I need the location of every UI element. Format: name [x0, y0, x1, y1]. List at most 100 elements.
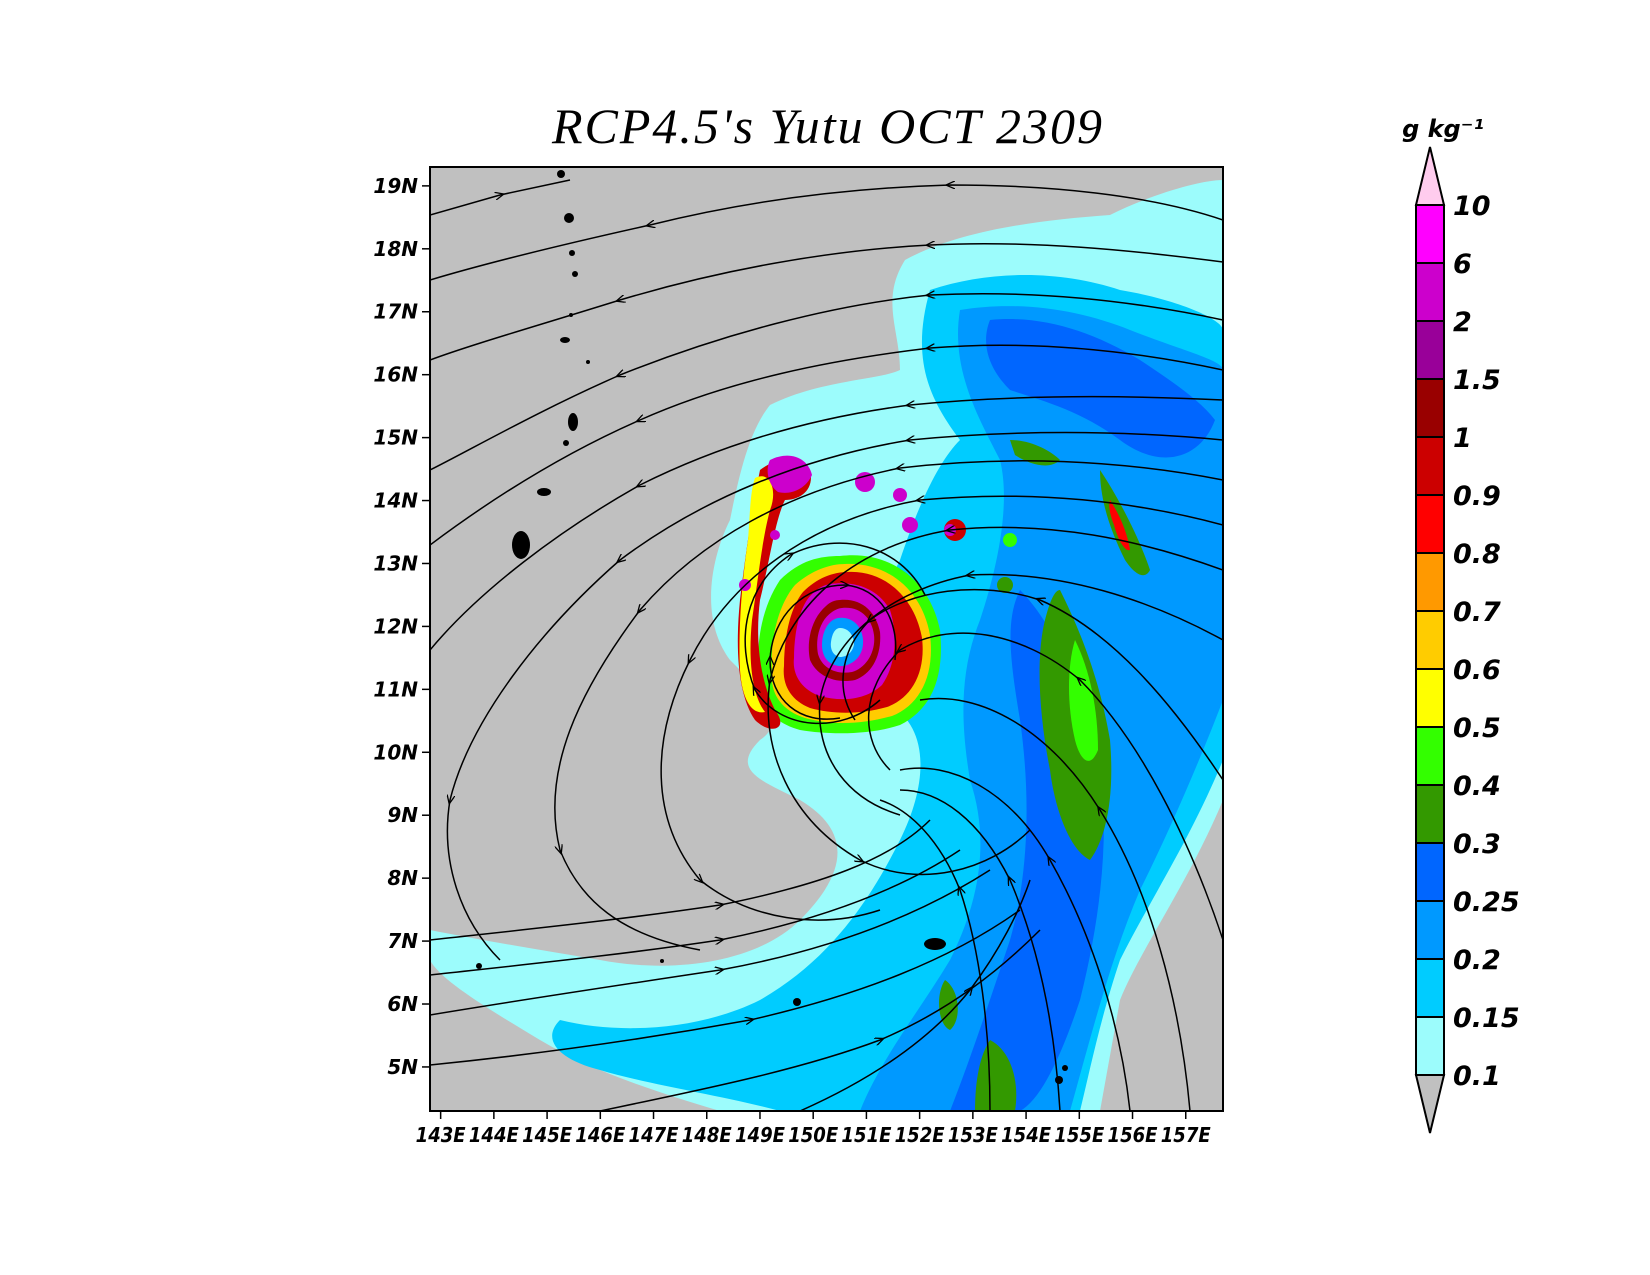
- island-marker: [512, 531, 530, 559]
- streamlines: [430, 179, 1223, 1111]
- colorbar-label: 0.1: [1453, 1061, 1501, 1092]
- streamline: [430, 849, 961, 976]
- band-patch-1: [1010, 440, 1060, 466]
- island-marker: [1055, 1076, 1063, 1084]
- island-marker: [568, 413, 578, 431]
- island-marker: [569, 313, 573, 317]
- colorbar-label: 0.5: [1453, 713, 1501, 744]
- island-marker: [572, 271, 578, 277]
- colorbar-swatch: [1415, 842, 1445, 902]
- island-marker: [564, 213, 574, 223]
- island-marker: [537, 488, 551, 496]
- longitude-axis: 143E 144E 145E 146E 147E 148E 149E 150E 151E 152E…: [416, 1111, 1211, 1147]
- lat-tick-label: 16N: [373, 363, 418, 387]
- colorbar-swatch: [1415, 320, 1445, 380]
- lon-tick-label: 151E: [841, 1123, 891, 1147]
- colorbar-label: 0.9: [1453, 481, 1501, 512]
- streamline: [554, 460, 1223, 951]
- lon-tick-label: 156E: [1108, 1123, 1158, 1147]
- outer-band-ne-core: [1109, 500, 1130, 551]
- map-title: RCP4.5's Yutu OCT 2309: [551, 98, 1104, 154]
- latitude-axis: 5N 6N 7N 8N 9N 10N 11N 12N 13N 14N 15N 16N 17N 18N 19N: [373, 174, 430, 1079]
- core-blob-2: [893, 488, 907, 502]
- island-marker: [1062, 1065, 1068, 1071]
- lon-tick-label: 149E: [735, 1123, 785, 1147]
- lat-tick-label: 13N: [373, 551, 418, 575]
- lon-tick-label: 153E: [948, 1123, 998, 1147]
- core-blob-8: [770, 530, 780, 540]
- plot-frame: [429, 166, 1224, 1112]
- lat-tick-label: 9N: [387, 803, 418, 827]
- island-marker: [586, 360, 590, 364]
- streamline: [744, 542, 926, 725]
- colorbar-label: 0.4: [1453, 771, 1501, 802]
- lat-tick-label: 6N: [387, 992, 418, 1016]
- colorbar: g kg⁻¹ 0.1 0.15 0.2 0.25 0.3 0.4 0.5 0.6 0.7 0.8 0…: [1402, 115, 1520, 1134]
- core-blob-5: [1003, 533, 1017, 547]
- island-marker: [560, 337, 570, 343]
- colorbar-label: 0.25: [1453, 887, 1520, 918]
- colorbar-label: 0.8: [1453, 539, 1501, 570]
- colorbar-swatch: [1415, 668, 1445, 728]
- island-marker: [660, 959, 664, 963]
- colorbar-swatch: [1415, 494, 1445, 554]
- streamline: [430, 185, 1223, 281]
- island-marker: [924, 938, 946, 950]
- lat-tick-label: 8N: [387, 866, 418, 890]
- colorbar-swatch: [1415, 262, 1445, 322]
- streamline: [599, 929, 1041, 1111]
- lon-tick-label: 144E: [469, 1123, 519, 1147]
- streamline: [899, 789, 1061, 1111]
- outer-band-ne: [1100, 470, 1150, 576]
- lon-tick-label: 157E: [1161, 1123, 1211, 1147]
- lon-tick-label: 147E: [629, 1123, 679, 1147]
- colorbar-min-triangle: [1414, 1074, 1446, 1134]
- streamline: [919, 697, 1191, 1111]
- colorbar-label: 1: [1453, 423, 1472, 454]
- lon-tick-label: 145E: [522, 1123, 572, 1147]
- colorbar-swatch: [1415, 900, 1445, 960]
- rainband-south2-0.4: [938, 980, 958, 1030]
- colorbar-swatch: [1415, 436, 1445, 496]
- colorbar-swatch: [1415, 726, 1445, 786]
- lon-tick-label: 146E: [575, 1123, 625, 1147]
- streamline: [660, 496, 1223, 921]
- colorbar-label: 1.5: [1453, 365, 1501, 396]
- lat-tick-label: 15N: [373, 426, 418, 450]
- lon-tick-label: 152E: [895, 1123, 945, 1147]
- lat-tick-label: 5N: [387, 1055, 418, 1079]
- streamline: [899, 767, 1131, 1111]
- streamline: [430, 294, 1223, 471]
- lat-tick-label: 18N: [373, 237, 418, 261]
- streamline: [430, 179, 571, 216]
- lon-tick-label: 148E: [682, 1123, 732, 1147]
- colorbar-swatch: [1415, 552, 1445, 612]
- lon-tick-label: 143E: [416, 1123, 466, 1147]
- lon-tick-label: 150E: [788, 1123, 838, 1147]
- colorbar-label: 10: [1453, 191, 1491, 222]
- island-marker: [563, 440, 569, 446]
- cloud-region-0.25: [986, 319, 1215, 458]
- lat-tick-label: 11N: [373, 677, 418, 701]
- lon-tick-label: 154E: [1001, 1123, 1051, 1147]
- streamline: [867, 632, 1223, 941]
- colorbar-swatch: [1415, 378, 1445, 438]
- rainband-south-0.4: [975, 1040, 1017, 1111]
- streamline: [430, 869, 991, 1016]
- core-blob-6: [997, 577, 1013, 593]
- colorbar-swatch: [1415, 610, 1445, 670]
- plot-area: 5N 6N 7N 8N 9N 10N 11N 12N 13N 14N 15N 16N 17N 18N 19N…: [373, 166, 1224, 1147]
- colorbar-swatch: [1415, 958, 1445, 1018]
- streamline: [879, 799, 991, 1111]
- colorbar-label: 0.6: [1453, 655, 1501, 686]
- lat-tick-label: 10N: [373, 740, 418, 764]
- streamline: [799, 879, 1031, 1111]
- lat-tick-label: 7N: [387, 929, 418, 953]
- lon-tick-label: 155E: [1054, 1123, 1104, 1147]
- islands: [476, 170, 1068, 1084]
- colorbar-label: 6: [1453, 249, 1472, 280]
- colorbar-max-triangle: [1414, 146, 1446, 206]
- island-marker: [557, 170, 565, 178]
- lat-tick-label: 17N: [373, 300, 418, 324]
